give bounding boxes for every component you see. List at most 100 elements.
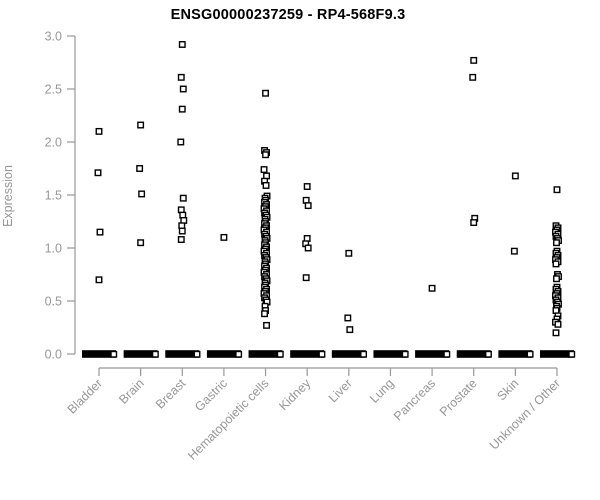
- y-tick-label: 1.0: [45, 242, 62, 256]
- zero-cluster-end-point: [443, 350, 451, 358]
- zero-cluster-bar: [456, 350, 491, 358]
- y-tick-label: 2.0: [45, 136, 62, 150]
- data-point: [177, 73, 185, 81]
- data-point: [177, 236, 185, 243]
- category-points-0: [82, 127, 118, 358]
- zero-cluster-end-point: [276, 350, 284, 358]
- zero-cluster-bar: [539, 350, 574, 358]
- zero-cluster-end-point: [485, 350, 492, 358]
- data-point: [95, 127, 103, 135]
- category-points-6: [331, 249, 368, 358]
- x-tick-label: Unknown / Other: [487, 376, 563, 452]
- category-points-5: [290, 183, 326, 358]
- zero-cluster-end-point: [568, 350, 576, 358]
- zero-cluster-bar: [248, 350, 283, 358]
- x-tick-label: Hematopoietic cells: [185, 376, 272, 463]
- x-tick-label: Bladder: [65, 376, 105, 416]
- data-point: [177, 138, 185, 146]
- data-point: [96, 228, 104, 236]
- data-point: [552, 329, 560, 337]
- data-point: [178, 41, 186, 48]
- data-point: [511, 172, 519, 180]
- data-point: [262, 89, 269, 97]
- category-points-7: [373, 350, 409, 358]
- x-tick-label: Liver: [326, 376, 355, 405]
- x-tick-label: Pancreas: [391, 376, 438, 423]
- zero-cluster-bar: [331, 350, 366, 358]
- data-point: [138, 190, 146, 198]
- zero-cluster-bar: [498, 350, 533, 358]
- data-point: [510, 247, 518, 255]
- zero-cluster-end-point: [318, 350, 326, 358]
- zero-cluster-end-point: [235, 350, 243, 358]
- data-point: [262, 151, 269, 159]
- zero-cluster-end-point: [360, 350, 368, 358]
- x-tick-label: Kidney: [276, 376, 313, 413]
- data-point: [179, 85, 187, 93]
- data-point: [304, 202, 312, 210]
- data-point: [94, 169, 102, 177]
- category-points-1: [123, 121, 159, 358]
- y-tick-label: 0.0: [45, 348, 62, 362]
- zero-cluster-end-point: [401, 350, 409, 358]
- data-point: [178, 105, 186, 113]
- y-tick-label: 3.0: [45, 30, 62, 44]
- chart-title: ENSG00000237259 - RP4-568F9.3: [170, 7, 406, 23]
- data-point: [179, 194, 187, 202]
- category-points-11: [539, 186, 576, 358]
- zero-cluster-end-point: [110, 350, 118, 358]
- data-point: [346, 326, 354, 334]
- x-tick-label: Gastric: [192, 376, 230, 414]
- x-tick-label: Prostate: [437, 376, 480, 419]
- zero-cluster-end-point: [151, 350, 159, 358]
- data-point: [470, 56, 478, 64]
- data-point: [263, 321, 270, 329]
- category-points-10: [498, 172, 534, 358]
- zero-cluster-end-point: [526, 350, 534, 358]
- data-point: [345, 249, 353, 257]
- y-tick-label: 2.5: [45, 83, 62, 97]
- data-point: [304, 244, 312, 252]
- data-point: [95, 276, 103, 284]
- x-tick-label: Skin: [494, 376, 521, 403]
- x-tick-label: Breast: [153, 376, 189, 412]
- data-point: [553, 275, 560, 283]
- category-points-4: [248, 89, 284, 358]
- data-point: [303, 183, 311, 190]
- data-point: [137, 239, 145, 247]
- x-tick-label: Brain: [116, 376, 147, 407]
- data-point: [344, 314, 352, 322]
- data-point: [552, 260, 560, 268]
- zero-cluster-end-point: [193, 350, 201, 358]
- zero-cluster-bar: [123, 350, 158, 358]
- data-point: [137, 121, 145, 129]
- data-point: [262, 182, 270, 189]
- category-points-9: [456, 56, 492, 358]
- data-point: [261, 310, 268, 318]
- data-point: [553, 186, 561, 194]
- category-points-3: [206, 233, 243, 358]
- category-points-8: [415, 284, 451, 358]
- zero-cluster-bar: [290, 350, 325, 358]
- y-tick-label: 1.5: [45, 189, 62, 203]
- data-point: [428, 284, 436, 292]
- data-point: [220, 233, 228, 241]
- y-tick-label: 0.5: [45, 295, 62, 309]
- data-point: [469, 73, 477, 81]
- category-points-2: [165, 41, 201, 358]
- data-point: [553, 239, 560, 247]
- zero-cluster-bar: [165, 350, 200, 358]
- zero-cluster-bar: [373, 350, 408, 358]
- data-point: [136, 165, 144, 172]
- data-point: [178, 227, 186, 235]
- data-point: [470, 219, 478, 227]
- zero-cluster-bar: [415, 350, 450, 358]
- data-point: [554, 320, 562, 328]
- data-point: [260, 166, 268, 174]
- data-point: [302, 274, 310, 282]
- zero-cluster-bar: [82, 350, 116, 358]
- zero-cluster-bar: [206, 350, 241, 358]
- x-tick-label: Lung: [367, 376, 397, 406]
